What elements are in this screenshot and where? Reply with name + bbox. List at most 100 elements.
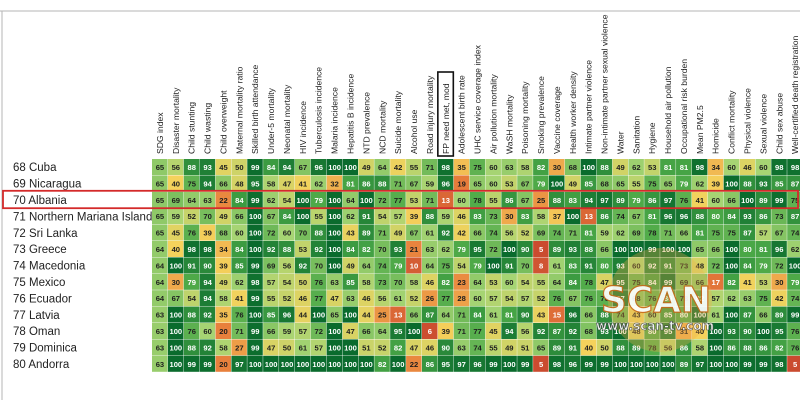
cell-value: 58 [521, 163, 529, 172]
cell-value: 100 [789, 261, 800, 270]
heatmap-cell [167, 290, 184, 307]
heatmap-cell [755, 339, 771, 356]
cell-value: 100 [328, 343, 341, 352]
column-label: FP need met, mod [441, 83, 451, 154]
cell-value: 70 [394, 278, 402, 287]
heatmap-cell [421, 273, 438, 290]
cell-value: 99 [203, 360, 211, 369]
cell-value: 63 [743, 294, 751, 303]
heatmap-cell [183, 273, 200, 290]
column-label: Well-certified death registration [790, 35, 800, 154]
heatmap-cell [152, 224, 168, 241]
heatmap-cell [390, 208, 406, 225]
cell-value: 54 [283, 196, 292, 205]
heatmap-cell [152, 241, 168, 257]
heatmap-cell [358, 323, 374, 339]
heatmap-cell [628, 339, 644, 356]
cell-value: 60 [727, 163, 735, 172]
cell-value: 66 [473, 229, 481, 238]
heatmap-cell [326, 208, 343, 225]
cell-value: 80 [664, 294, 672, 303]
heatmap-cell [787, 273, 800, 290]
heatmap-cell [771, 290, 787, 307]
column-label: Malaria incidence [330, 87, 340, 154]
heatmap-cell [564, 306, 581, 323]
cell-value: 41 [696, 196, 705, 205]
cell-value: 78 [680, 294, 688, 303]
heatmap-cell [787, 306, 800, 323]
cell-value: 57 [315, 343, 323, 352]
cell-value: 60 [489, 179, 497, 188]
cell-value: 100 [741, 196, 754, 205]
heatmap-cell [787, 290, 800, 307]
heatmap-cell [549, 224, 565, 241]
cell-value: 66 [584, 311, 592, 320]
heatmap-cell [549, 257, 565, 274]
heatmap-cell [326, 290, 343, 307]
heatmap-cell [691, 159, 708, 175]
heatmap-cell [421, 323, 438, 339]
heatmap-cell [612, 273, 628, 290]
cell-value: 50 [600, 343, 608, 352]
cell-value: 100 [169, 311, 182, 320]
cell-value: 65 [330, 311, 339, 320]
heatmap-cell [644, 175, 660, 192]
cell-value: 62 [442, 245, 450, 254]
heatmap-cell [549, 208, 565, 225]
cell-value: 93 [743, 212, 751, 221]
cell-value: 90 [521, 311, 529, 320]
heatmap-cell [247, 323, 263, 339]
heatmap-cell [453, 224, 470, 241]
heatmap-cell [787, 191, 800, 208]
heatmap-cell [326, 273, 343, 290]
heatmap-cell [453, 159, 470, 175]
heatmap-cell [183, 159, 200, 175]
cell-value: 76 [235, 311, 243, 320]
cell-value: 99 [743, 360, 751, 369]
cell-value: 70 [521, 261, 529, 270]
heatmap-cell [310, 191, 327, 208]
heatmap-cell [183, 241, 200, 257]
cell-value: 100 [249, 245, 262, 254]
heatmap-cell [326, 323, 343, 339]
cell-value: 89 [775, 311, 783, 320]
heatmap-cell [723, 208, 740, 225]
cell-value: 73 [775, 212, 783, 221]
cell-value: 55 [315, 212, 324, 221]
heatmap-cell [660, 175, 676, 192]
watermark-url-text: www.scan-tv.com [596, 319, 714, 333]
heatmap-cell [564, 191, 581, 208]
heatmap-cell [596, 208, 613, 225]
heatmap-cell [167, 273, 184, 290]
heatmap-cell [263, 323, 279, 339]
heatmap-cell [644, 257, 660, 274]
cell-value: 52 [187, 212, 195, 221]
cell-value: 97 [616, 294, 624, 303]
heatmap-cell [326, 224, 343, 241]
heatmap-cell [676, 273, 692, 290]
heatmap-cell [691, 208, 708, 225]
heatmap-cell [152, 355, 168, 372]
cell-value: 100 [614, 360, 627, 369]
cell-value: 99 [664, 278, 672, 287]
heatmap-cell [437, 208, 454, 225]
heatmap-cell [501, 290, 517, 307]
heatmap-cell [167, 355, 184, 372]
cell-value: 100 [630, 245, 643, 254]
heatmap-cell [771, 159, 787, 175]
heatmap-cell [612, 290, 628, 307]
cell-value: 91 [187, 261, 196, 270]
cell-value: 99 [600, 360, 608, 369]
heatmap-cell [342, 290, 359, 307]
heatmap-cell [596, 355, 613, 372]
cell-value: 30 [775, 278, 783, 287]
column-label: Vaccine coverage [552, 86, 562, 154]
cell-value: 86 [362, 179, 370, 188]
cell-value: 64 [187, 196, 196, 205]
heatmap-cell [723, 355, 740, 372]
heatmap-cell [437, 273, 454, 290]
heatmap-cell [660, 241, 676, 257]
cell-value: 46 [743, 163, 751, 172]
cell-value: 75 [632, 278, 641, 287]
column-label: Health worker density [568, 71, 578, 154]
